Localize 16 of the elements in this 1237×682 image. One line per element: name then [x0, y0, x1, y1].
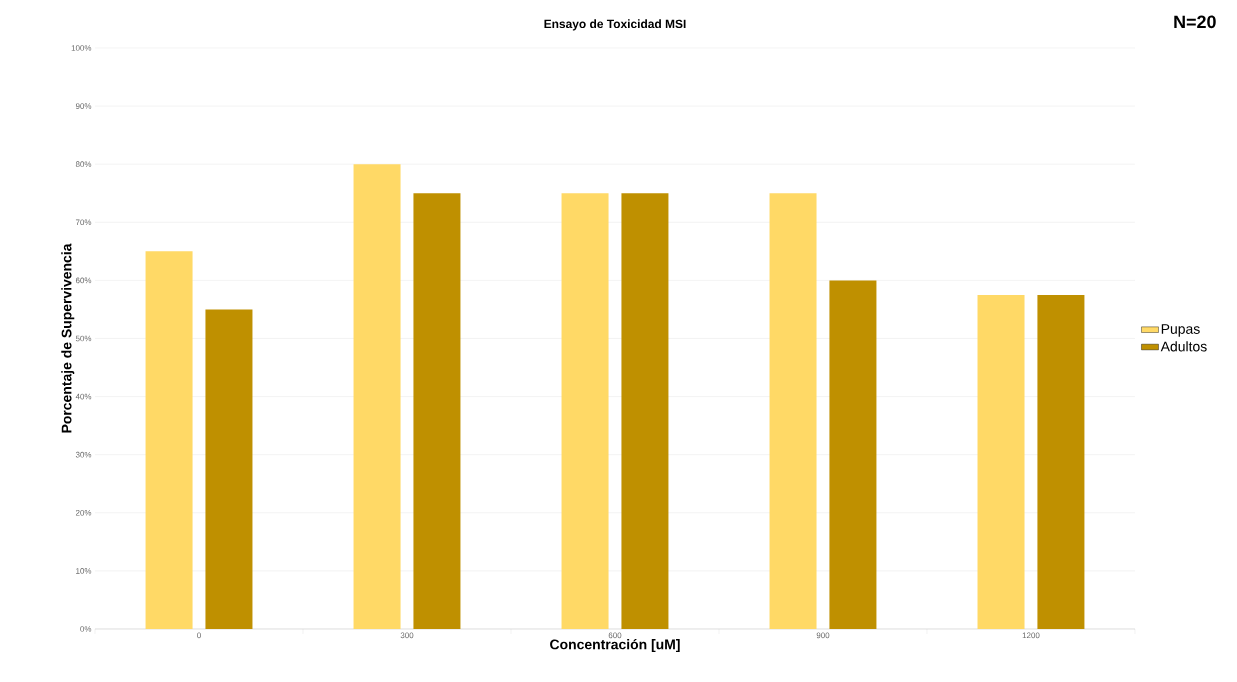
- chart-title: Ensayo de Toxicidad MSI: [544, 19, 686, 31]
- text: N=20: [1174, 15, 1216, 29]
- bar: [769, 193, 817, 629]
- bar: [413, 193, 461, 629]
- legend-label: Adultos: [1160, 341, 1207, 352]
- bar: [977, 294, 1025, 629]
- legend-label: Pupas: [1161, 324, 1200, 337]
- bar: [1037, 294, 1085, 629]
- y-axis-title: Porcentaje de Supervivencia: [61, 243, 75, 433]
- bar: [353, 164, 401, 629]
- bar: [829, 280, 877, 629]
- bar: [205, 309, 253, 629]
- bar: [145, 251, 193, 629]
- bar: [561, 193, 609, 629]
- x-axis-title: Concentración [uM]: [550, 638, 680, 653]
- bar: [621, 193, 669, 629]
